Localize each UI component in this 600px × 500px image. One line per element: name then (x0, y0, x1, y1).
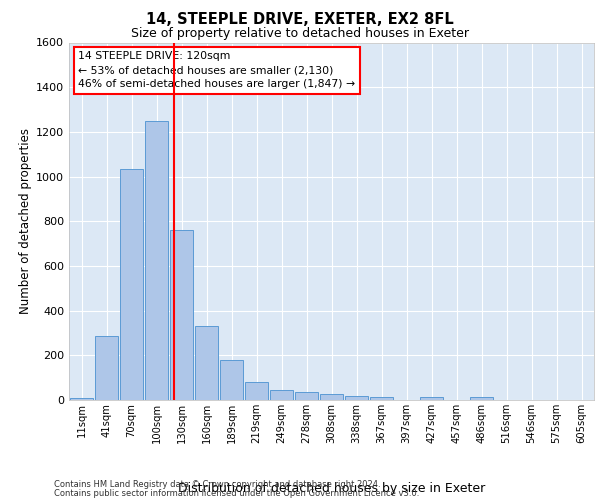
Bar (295, 392, 319, 400)
Bar (119, 168, 143, 400)
Text: Size of property relative to detached houses in Exeter: Size of property relative to detached ho… (131, 28, 469, 40)
Bar (370, 397, 394, 400)
Bar (245, 382, 268, 400)
Bar (145, 120, 169, 400)
Text: 14 STEEPLE DRIVE: 120sqm
← 53% of detached houses are smaller (2,130)
46% of sem: 14 STEEPLE DRIVE: 120sqm ← 53% of detach… (79, 52, 356, 90)
Text: Contains public sector information licensed under the Open Government Licence v3: Contains public sector information licen… (54, 488, 419, 498)
Text: 14, STEEPLE DRIVE, EXETER, EX2 8FL: 14, STEEPLE DRIVE, EXETER, EX2 8FL (146, 12, 454, 28)
Bar (470, 396, 493, 400)
Bar (194, 326, 218, 400)
Bar (220, 360, 244, 400)
Bar (70, 398, 94, 400)
Y-axis label: Number of detached properties: Number of detached properties (19, 128, 32, 314)
Bar (95, 336, 118, 400)
Bar (320, 394, 343, 400)
Bar (269, 390, 293, 400)
Text: Contains HM Land Registry data © Crown copyright and database right 2024.: Contains HM Land Registry data © Crown c… (54, 480, 380, 489)
Bar (419, 396, 443, 400)
Bar (344, 396, 368, 400)
Bar (170, 230, 193, 400)
X-axis label: Distribution of detached houses by size in Exeter: Distribution of detached houses by size … (178, 482, 485, 495)
